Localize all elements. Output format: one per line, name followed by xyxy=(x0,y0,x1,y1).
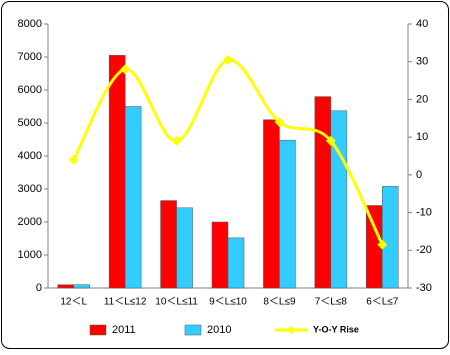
line-point xyxy=(171,135,182,146)
legend-swatch xyxy=(89,324,107,336)
y-tick-label: 8000 xyxy=(18,18,42,30)
x-tick-label: 10＜L≤11 xyxy=(155,297,198,308)
bar xyxy=(227,237,245,289)
line-point xyxy=(120,64,131,75)
x-tick-label: 12＜L xyxy=(60,297,87,308)
bar xyxy=(330,110,348,289)
bar xyxy=(73,284,90,289)
y-tick-label: 3000 xyxy=(18,183,42,195)
x-tick-label: 11＜L≤12 xyxy=(104,297,147,308)
line-point xyxy=(68,154,79,165)
line-point xyxy=(325,135,336,146)
y2-tick-label: 30 xyxy=(416,56,428,68)
line-point xyxy=(223,54,233,65)
legend-swatch xyxy=(184,324,202,336)
bar xyxy=(263,119,280,289)
legend-label: Y-O-Y Rise xyxy=(313,324,359,334)
y2-tick-label: 10 xyxy=(416,131,428,143)
x-tick-label: 9＜L≤10 xyxy=(209,297,247,308)
x-tick-label: 6＜L≤7 xyxy=(366,297,399,308)
y2-tick-label: -30 xyxy=(416,282,432,294)
bar xyxy=(211,221,229,289)
y-tick-label: 0 xyxy=(36,282,42,294)
y2-tick-label: 0 xyxy=(416,169,422,181)
line-point xyxy=(377,239,388,250)
bar xyxy=(124,106,142,289)
bar xyxy=(108,55,126,289)
bar xyxy=(382,186,399,289)
bar xyxy=(57,284,74,289)
y-tick-label: 4000 xyxy=(18,150,42,162)
legend-marker xyxy=(287,326,295,334)
line-point xyxy=(274,117,285,128)
bar xyxy=(279,139,296,289)
bar xyxy=(176,207,193,289)
bar xyxy=(314,96,332,289)
legend-label: 2010 xyxy=(207,324,231,336)
y2-tick-label: -20 xyxy=(416,244,432,256)
x-tick-label: 7＜L≤8 xyxy=(315,297,348,308)
bar xyxy=(160,200,177,289)
y-tick-label: 6000 xyxy=(18,84,42,96)
y2-tick-label: 20 xyxy=(416,93,428,105)
y2-tick-label: 40 xyxy=(416,18,428,30)
y-tick-label: 5000 xyxy=(18,117,42,129)
x-tick-label: 8＜L≤9 xyxy=(263,297,296,308)
y-tick-label: 1000 xyxy=(18,249,42,261)
legend-label: 2011 xyxy=(112,324,136,336)
y-tick-label: 2000 xyxy=(18,216,42,228)
y-tick-label: 7000 xyxy=(18,51,42,63)
y2-tick-label: -10 xyxy=(416,206,432,218)
